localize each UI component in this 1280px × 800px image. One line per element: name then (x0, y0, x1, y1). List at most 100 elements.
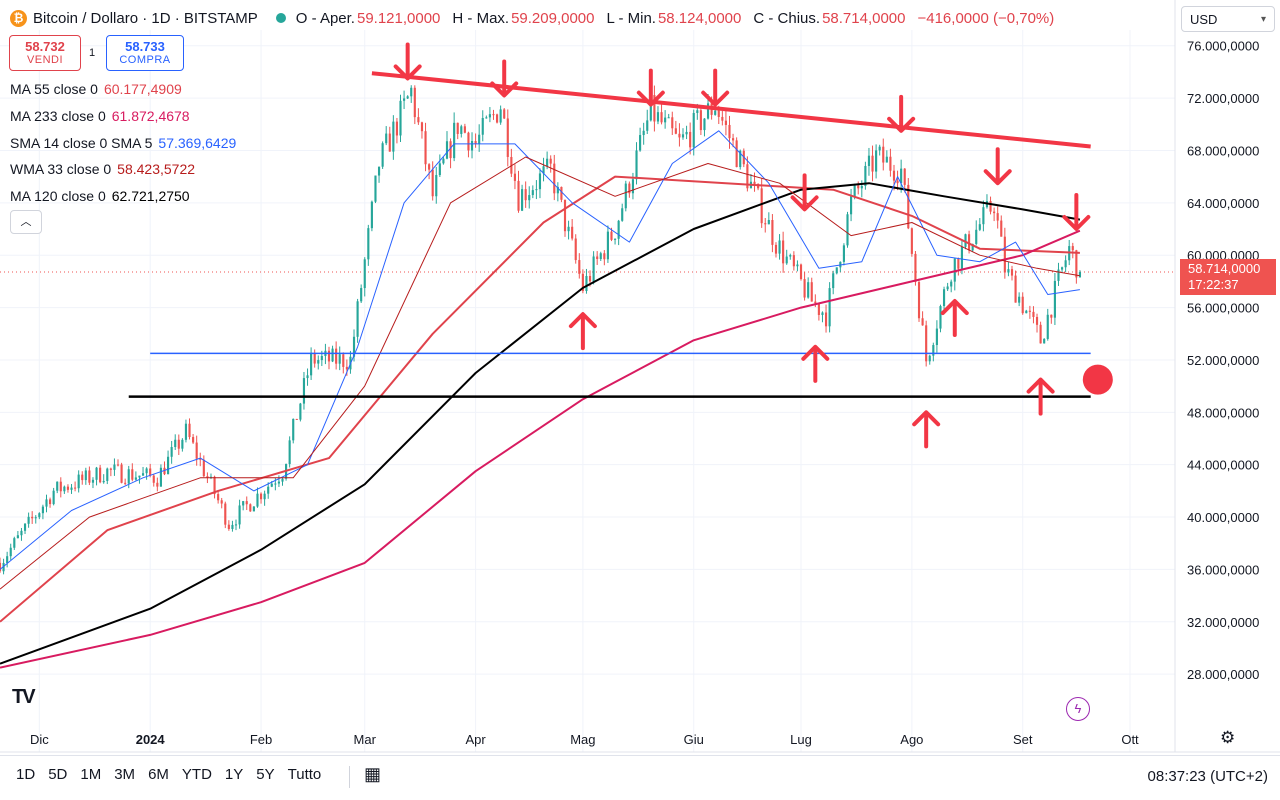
candle-body (199, 458, 202, 460)
candle-body (857, 185, 860, 189)
candle-body (610, 231, 613, 240)
candle-body (1025, 310, 1028, 314)
lightning-icon[interactable]: ϟ (1066, 697, 1090, 721)
range-button-1y[interactable]: 1Y (224, 766, 244, 783)
candle-body (156, 482, 159, 487)
arrow-up-icon (940, 299, 969, 338)
candle-body (31, 516, 34, 519)
range-button-1d[interactable]: 1D (16, 766, 36, 783)
candle-body (917, 282, 921, 319)
arrow-head (912, 410, 941, 427)
time-tick-label: Dic (30, 732, 49, 747)
candle-body (1028, 310, 1031, 312)
candle-body (134, 477, 137, 480)
candle-body (907, 184, 910, 229)
candle-body (192, 437, 195, 443)
range-button-6m[interactable]: 6M (148, 766, 169, 783)
trade-quantity[interactable]: 1 (89, 47, 96, 59)
currency-select[interactable]: USD ▾ (1181, 6, 1275, 32)
candle-body (488, 114, 491, 118)
candle-body (639, 135, 642, 151)
candle-body (778, 240, 781, 254)
range-button-5d[interactable]: 5D (48, 766, 68, 783)
range-button-1m[interactable]: 1M (80, 766, 102, 783)
range-button-3m[interactable]: 3M (114, 766, 136, 783)
range-button-5y[interactable]: 5Y (256, 766, 275, 783)
calendar-range-icon[interactable]: ▦ (364, 764, 382, 784)
candle-body (828, 288, 831, 327)
candle-body (803, 279, 806, 298)
time-tick-label: Apr (465, 732, 486, 747)
buy-button[interactable]: 58.733 COMPRA (106, 35, 184, 71)
arrow-down-icon (887, 94, 916, 133)
candle-body (506, 118, 509, 157)
indicator-sma14[interactable]: SMA 14 close 0 SMA 5 57.369,6429 (10, 135, 236, 151)
range-button-ytd[interactable]: YTD (181, 766, 212, 783)
tradingview-logo[interactable]: TV (12, 686, 36, 708)
indicator-line (0, 156, 1080, 590)
arrow-head (983, 169, 1012, 186)
arrow-down-icon (490, 59, 519, 98)
candle-body (1032, 311, 1035, 317)
candle-body (274, 483, 277, 485)
candle-body (621, 208, 624, 221)
sell-label: VENDI (26, 54, 64, 66)
sell-button[interactable]: 58.732 VENDI (9, 35, 81, 71)
candle-body (116, 464, 120, 466)
candle-body (299, 403, 302, 420)
candle-body (753, 181, 756, 184)
candle-body (878, 146, 881, 151)
candle-body (317, 360, 320, 364)
candle-body (664, 117, 667, 123)
candle-body (478, 134, 481, 144)
candle-body (842, 245, 845, 262)
arrow-up-icon (801, 344, 830, 383)
ohlc-open-key: O - Aper. (295, 9, 355, 27)
ohlc-low-key: L - Min. (606, 9, 656, 27)
candle-body (993, 211, 996, 214)
clock[interactable]: 08:37:23 (UTC+2) (1147, 768, 1268, 785)
candle-body (885, 156, 888, 163)
candle-body (120, 464, 123, 483)
candle-body (259, 493, 263, 500)
candle-body (1010, 269, 1014, 276)
indicator-ma233[interactable]: MA 233 close 0 61.872,4678 (10, 108, 190, 124)
arrow-down-icon (636, 68, 665, 107)
candle-body (942, 289, 946, 307)
arrow-head (801, 344, 830, 361)
candle-body (563, 199, 567, 232)
drawings[interactable] (128, 42, 1113, 449)
indicator-wma33[interactable]: WMA 33 close 0 58.423,5722 (10, 161, 195, 177)
candle-body (867, 155, 871, 166)
candle-body (413, 87, 416, 118)
candle-body (892, 170, 896, 181)
collapse-indicators-button[interactable]: ︿ (10, 210, 42, 234)
divider (349, 766, 350, 788)
candle-body (606, 231, 609, 260)
ohlc-change-value: −416,0000 (−0,70%) (917, 9, 1055, 27)
gear-icon[interactable]: ⚙ (1220, 728, 1236, 747)
indicator-ma120[interactable]: MA 120 close 0 62.721,2750 (10, 188, 190, 204)
candle-body (141, 473, 145, 476)
indicator-value: 58.423,5722 (117, 161, 196, 177)
candle-body (263, 493, 266, 500)
arrow-down-icon (790, 173, 819, 212)
candle-body (950, 281, 953, 287)
candle-body (460, 126, 463, 134)
arrow-head (568, 312, 597, 329)
arrow-up-icon (568, 312, 597, 351)
ohlc-close-key: C - Chius. (753, 9, 821, 27)
indicator-name: WMA 33 close 0 (10, 161, 112, 177)
candle-body (678, 133, 681, 138)
range-button-tutto[interactable]: Tutto (287, 766, 322, 783)
candle-body (335, 348, 338, 364)
arrow-head (940, 299, 969, 316)
candle-body (281, 478, 284, 482)
candle-body (996, 213, 999, 221)
indicator-ma55[interactable]: MA 55 close 0 60.177,4909 (10, 81, 182, 97)
symbol-title[interactable]: Bitcoin / Dollaro · 1D · BITSTAMP (33, 9, 258, 27)
candle-body (592, 256, 595, 282)
arrow-head (1026, 377, 1055, 394)
candle-body (735, 140, 738, 168)
